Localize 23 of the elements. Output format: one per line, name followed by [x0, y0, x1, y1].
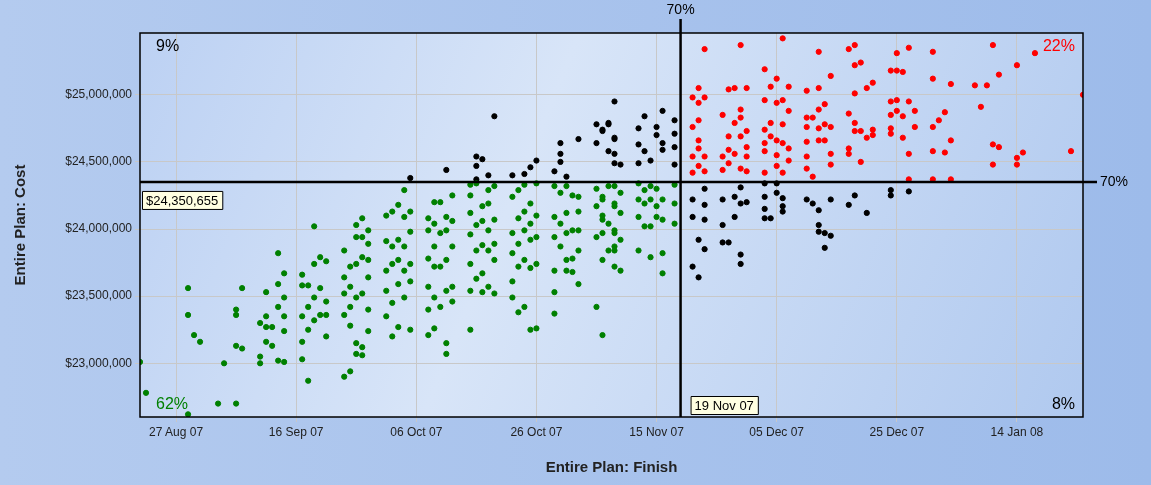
ref-line-label: 19 Nov 07 [694, 397, 754, 413]
annotation: 8% [1051, 395, 1075, 413]
annotation: 62% [156, 395, 189, 413]
text: 70% [1100, 172, 1129, 189]
x-tick-label: 27 Aug 07 [149, 424, 204, 439]
text: 70% [666, 0, 695, 17]
y-tick-label: $24,000,000 [65, 221, 133, 236]
ref-line-label: $24,350,655 [146, 192, 219, 208]
y-tick-label: $23,500,000 [65, 288, 133, 303]
x-axis-title: Entire Plan: Finish [545, 458, 678, 476]
x-tick-label: 14 Jan 08 [990, 424, 1044, 439]
y-tick-label: $25,000,000 [65, 87, 133, 102]
x-tick-label: 05 Dec 07 [749, 424, 805, 439]
annotation: 9% [156, 37, 180, 55]
annotation: 22% [1042, 37, 1075, 55]
x-tick-label: 25 Dec 07 [869, 424, 925, 439]
y-tick-label: $23,000,000 [65, 355, 133, 370]
x-tick-label: 15 Nov 07 [629, 424, 685, 439]
x-tick-label: 16 Sep 07 [268, 424, 324, 439]
y-tick-label: $24,500,000 [65, 154, 133, 169]
x-tick-label: 26 Oct 07 [510, 424, 563, 439]
x-tick-label: 06 Oct 07 [390, 424, 443, 439]
y-axis-title: Entire Plan: Cost [11, 164, 29, 286]
